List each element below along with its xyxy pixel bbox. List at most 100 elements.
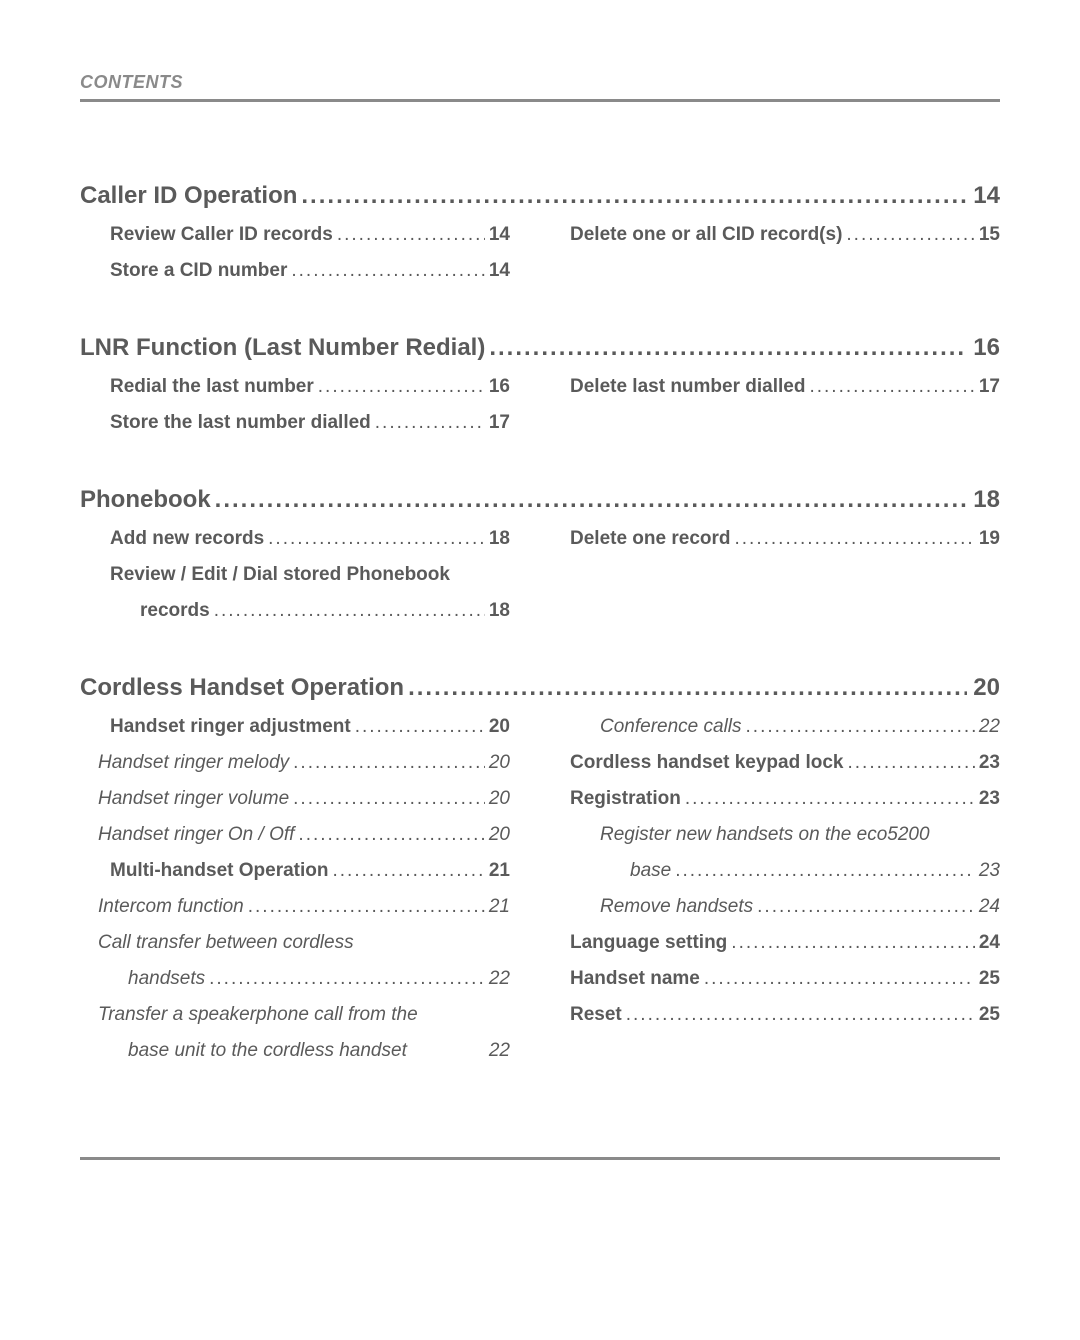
toc-section: Phonebook18 Add new records 18Review / Edi… <box>80 486 1000 636</box>
toc-column-right: Delete last number dialled17 <box>570 376 1000 448</box>
toc-entry-page: 15 <box>975 224 1000 246</box>
toc-column-right: Delete one or all CID record(s) 15 <box>570 224 1000 296</box>
toc-entry: Review Caller ID records14 <box>80 224 510 246</box>
toc-entry-text: Handset ringer volume <box>98 788 289 810</box>
toc-entry-page: 17 <box>975 376 1000 398</box>
toc-entry: Review / Edit / Dial stored Phonebookrec… <box>80 564 510 622</box>
toc-column-left: Redial the last number16Store the last n… <box>80 376 510 448</box>
toc-entry: Store a CID number 14 <box>80 260 510 282</box>
toc-section-title: LNR Function (Last Number Redial) <box>80 334 485 362</box>
bottom-rule <box>80 1157 1000 1160</box>
leader-dots <box>211 486 968 514</box>
toc-entry-text: base unit to the cordless handset <box>128 1040 407 1062</box>
top-rule <box>80 99 1000 102</box>
toc-entry-text: Handset ringer adjustment <box>110 716 351 738</box>
toc-entry-page: 20 <box>485 788 510 810</box>
toc-column-left: Add new records 18Review / Edit / Dial st… <box>80 528 510 636</box>
leader-dots <box>244 896 485 918</box>
leader-dots <box>351 716 485 738</box>
leader-dots <box>294 824 484 846</box>
leader-dots <box>622 1004 975 1026</box>
toc-entry: Handset ringer volume 20 <box>80 788 510 810</box>
toc-entry-page: 21 <box>485 860 510 882</box>
toc-entry-text: Reset <box>570 1004 622 1026</box>
toc-section-title: Cordless Handset Operation <box>80 674 404 702</box>
toc-entry-text: Handset name <box>570 968 700 990</box>
leader-dots <box>289 788 485 810</box>
leader-dots <box>485 334 967 362</box>
toc-entry-page: 22 <box>485 1040 510 1062</box>
toc-entry-text: Conference calls <box>600 716 742 738</box>
toc-entry-text: Cordless handset keypad lock <box>570 752 844 774</box>
toc-section-title-row: Cordless Handset Operation 20 <box>80 674 1000 702</box>
toc-section-title-row: Caller ID Operation 14 <box>80 182 1000 210</box>
toc-entry: Delete one or all CID record(s) 15 <box>570 224 1000 246</box>
leader-dots <box>727 932 975 954</box>
toc-column-left: Review Caller ID records14Store a CID nu… <box>80 224 510 296</box>
toc-entry-page: 20 <box>485 716 510 738</box>
toc-entry-text: Multi-handset Operation <box>110 860 329 882</box>
toc-entry-page: 22 <box>975 716 1000 738</box>
toc-entry: Reset25 <box>570 1004 1000 1026</box>
page: CONTENTS Caller ID Operation 14 Review Cal… <box>0 0 1080 1340</box>
toc-entry-page: 18 <box>485 600 510 622</box>
toc-entry-page: 14 <box>485 260 510 282</box>
toc-entry-page: 23 <box>975 752 1000 774</box>
toc-entry: Handset ringer adjustment 20 <box>80 716 510 738</box>
toc-entry: Delete last number dialled17 <box>570 376 1000 398</box>
toc-entry-text: Handset ringer On / Off <box>98 824 294 846</box>
toc-section: Caller ID Operation 14 Review Caller ID re… <box>80 182 1000 296</box>
toc-entry-page: 20 <box>485 824 510 846</box>
toc-column-right: Delete one record19 <box>570 528 1000 636</box>
toc-entry-page: 23 <box>975 860 1000 882</box>
leader-dots <box>844 752 975 774</box>
toc-entry: Store the last number dialled17 <box>80 412 510 434</box>
toc-entry-text-line1: Transfer a speakerphone call from the <box>80 1004 510 1026</box>
leader-dots <box>842 224 974 246</box>
toc-entry-continuation: records 18 <box>80 600 510 622</box>
toc-section-title: Caller ID Operation <box>80 182 297 210</box>
toc-entry-page: 22 <box>485 968 510 990</box>
leader-dots <box>289 752 485 774</box>
toc-entry-text-line1: Register new handsets on the eco5200 <box>570 824 1000 846</box>
toc-entry-text: Add new records <box>110 528 264 550</box>
toc-entry-text: Registration <box>570 788 681 810</box>
toc-entry-page: 21 <box>485 896 510 918</box>
toc-entry-text: records <box>140 600 210 622</box>
toc-entry-text: Review Caller ID records <box>110 224 333 246</box>
leader-dots <box>700 968 975 990</box>
toc-entry: Call transfer between cordlesshandsets22 <box>80 932 510 990</box>
toc-entry-text: Store a CID number <box>110 260 287 282</box>
toc-entry-text: base <box>630 860 671 882</box>
toc-entry: Register new handsets on the eco5200 base… <box>570 824 1000 882</box>
toc-entry-text: handsets <box>128 968 205 990</box>
toc-entry: Remove handsets24 <box>570 896 1000 918</box>
toc-section-page: 20 <box>967 674 1000 702</box>
leader-dots <box>287 260 484 282</box>
toc-entry-page: 24 <box>975 932 1000 954</box>
toc-entry-page: 25 <box>975 968 1000 990</box>
toc-section-title-row: Phonebook18 <box>80 486 1000 514</box>
leader-dots <box>371 412 485 434</box>
toc-columns: Handset ringer adjustment20Handset ringe… <box>80 716 1000 1076</box>
toc-entry-text: Language setting <box>570 932 727 954</box>
contents-header: CONTENTS <box>80 72 1000 93</box>
toc-entry-text: Handset ringer melody <box>98 752 289 774</box>
toc-entry-page: 23 <box>975 788 1000 810</box>
toc-entry-text: Delete one or all CID record(s) <box>570 224 842 246</box>
toc-entry-text: Remove handsets <box>600 896 753 918</box>
leader-dots <box>742 716 975 738</box>
toc-entry: Intercom function21 <box>80 896 510 918</box>
leader-dots <box>329 860 485 882</box>
toc-entry: Multi-handset Operation 21 <box>80 860 510 882</box>
leader-dots <box>753 896 975 918</box>
leader-dots <box>314 376 485 398</box>
toc-entry-page: 17 <box>485 412 510 434</box>
leader-dots <box>671 860 975 882</box>
toc-entry: Delete one record19 <box>570 528 1000 550</box>
leader-dots <box>210 600 485 622</box>
toc-columns: Redial the last number16Store the last n… <box>80 376 1000 448</box>
toc-entry-text: Redial the last number <box>110 376 314 398</box>
toc-section-page: 14 <box>967 182 1000 210</box>
toc-entry-text: Delete one record <box>570 528 731 550</box>
